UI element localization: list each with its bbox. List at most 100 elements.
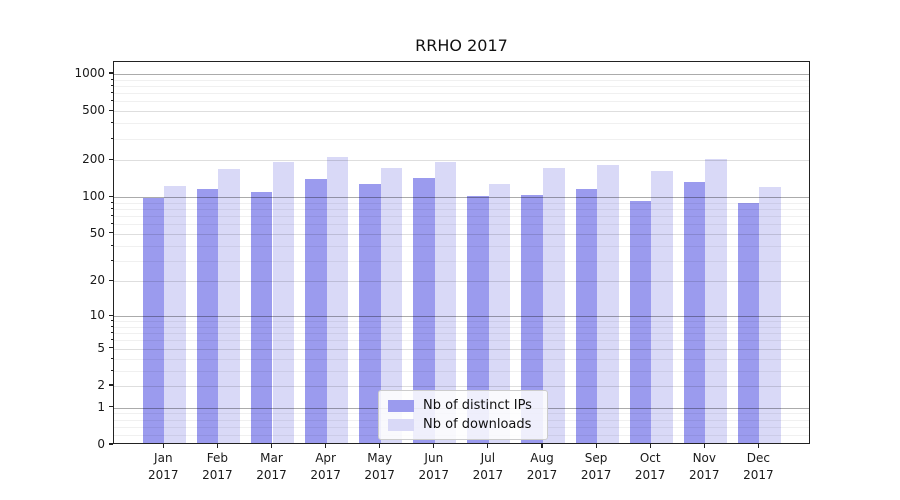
month-year: 2017: [526, 468, 558, 482]
bar-ips-apr: [305, 178, 327, 443]
bar-downloads-jan: [164, 186, 186, 443]
y-tick-label: 100: [82, 189, 105, 204]
bar-downloads-nov: [705, 158, 727, 443]
x-tick-mark: [216, 444, 218, 448]
month-name: Jul: [480, 451, 496, 465]
month-name: Sep: [584, 451, 608, 465]
x-tick-mark: [270, 444, 273, 448]
y-tick-label: 2: [97, 378, 105, 392]
y-tick-mark: [109, 347, 113, 349]
bar-ips-dec: [737, 202, 760, 443]
bar-downloads-apr: [326, 156, 349, 443]
month-year: 2017: [689, 468, 720, 482]
gridline-minor: [114, 93, 809, 95]
gridline-minor: [114, 224, 809, 226]
bar-ips-oct: [629, 200, 652, 443]
bar-downloads-mar: [272, 161, 295, 443]
gridline-minor: [114, 333, 809, 335]
month-year: 2017: [634, 468, 666, 482]
gridline-minor: [114, 138, 809, 140]
gridline-major: [114, 73, 809, 75]
y-minor-tick-mark: [110, 320, 113, 322]
month-name: Nov: [692, 451, 716, 465]
y-minor-tick-mark: [110, 259, 113, 261]
x-tick-label-dec: Dec 2017: [728, 450, 788, 484]
y-minor-tick-mark: [110, 122, 113, 124]
gridline-minor: [114, 340, 809, 342]
x-tick-mark: [595, 444, 597, 448]
month-name: Jun: [424, 451, 444, 465]
y-tick-label: 50: [89, 225, 105, 240]
gridline-minor: [114, 85, 809, 87]
y-tick-label: 500: [82, 103, 105, 118]
month-name: Jan: [154, 451, 173, 465]
gridline-mid: [114, 160, 809, 162]
gridline-minor: [114, 321, 809, 323]
x-tick-mark: [649, 444, 651, 448]
month-year: 2017: [310, 468, 341, 482]
legend-item-ips: Nb of distinct IPs: [388, 396, 538, 415]
y-tick-mark: [109, 443, 113, 445]
y-minor-tick-mark: [110, 223, 113, 225]
y-minor-tick-mark: [110, 92, 113, 94]
month-year: 2017: [580, 468, 612, 482]
gridline-minor: [114, 260, 809, 262]
legend-label: Nb of downloads: [423, 417, 532, 432]
month-name: Oct: [639, 451, 661, 465]
x-tick-label-nov: Nov 2017: [674, 450, 734, 484]
gridline-minor: [114, 327, 809, 328]
bar-downloads-aug: [543, 168, 565, 443]
x-tick-mark: [379, 444, 381, 448]
y-tick-mark: [109, 195, 113, 197]
month-year: 2017: [202, 468, 233, 482]
x-tick-mark: [703, 444, 705, 448]
legend: Nb of distinct IPs Nb of downloads: [378, 390, 548, 440]
y-minor-tick-mark: [110, 369, 113, 371]
y-minor-tick-mark: [110, 332, 113, 334]
y-minor-tick-mark: [110, 201, 113, 203]
gridline-major: [114, 316, 809, 318]
gridline-minor: [114, 358, 809, 360]
bar-ips-nov: [683, 182, 706, 443]
y-tick-mark: [109, 72, 113, 74]
y-minor-tick-mark: [110, 208, 113, 209]
x-tick-mark: [433, 444, 435, 448]
x-tick-label-feb: Feb 2017: [187, 450, 247, 484]
bar-downloads-dec: [759, 187, 781, 443]
month-year: 2017: [743, 468, 774, 482]
y-tick-label: 0: [97, 437, 105, 451]
x-tick-mark: [757, 444, 759, 448]
x-tick-mark: [487, 444, 489, 448]
y-minor-tick-mark: [110, 357, 113, 359]
gridline-mid: [114, 348, 809, 350]
gridline-minor: [114, 79, 809, 81]
chart-title: RRHO 2017: [415, 36, 508, 55]
plot-area: [113, 61, 810, 444]
y-tick-label: 10: [89, 308, 105, 323]
month-name: Mar: [260, 451, 283, 465]
legend-label: Nb of distinct IPs: [423, 398, 532, 413]
x-tick-label-sep: Sep 2017: [566, 450, 626, 484]
bar-downloads-jul: [488, 183, 511, 443]
month-name: Aug: [530, 451, 554, 465]
gridline-minor: [114, 209, 809, 210]
legend-swatch: [388, 418, 414, 431]
x-tick-label-mar: Mar 2017: [242, 450, 302, 484]
x-tick-label-jun: Jun 2017: [404, 450, 464, 484]
y-tick-mark: [109, 109, 113, 111]
y-tick-label: 1: [97, 399, 105, 414]
month-year: 2017: [256, 468, 287, 482]
x-tick-mark: [325, 444, 327, 448]
gridline-mid: [114, 386, 809, 387]
y-minor-tick-mark: [110, 78, 113, 80]
month-name: May: [367, 451, 393, 465]
bar-ips-aug: [521, 195, 543, 443]
y-minor-tick-mark: [110, 326, 113, 327]
month-name: Apr: [315, 451, 336, 465]
y-tick-mark: [109, 406, 113, 408]
bar-downloads-feb: [218, 169, 240, 443]
x-tick-label-jul: Jul 2017: [458, 450, 518, 484]
gridline-minor: [114, 216, 809, 218]
gridline-mid: [114, 111, 809, 113]
